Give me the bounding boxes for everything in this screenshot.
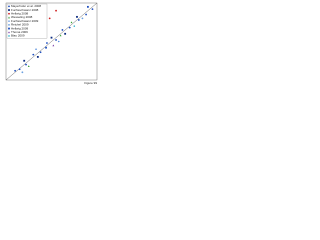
legend-label: Wesseling 2008 [11,15,33,19]
point [50,36,53,39]
legend-marker [8,9,10,11]
point [52,44,55,47]
legend-label: Thoma 2009 [11,30,28,34]
identity-line [5,2,98,81]
legend-marker [8,27,10,30]
point [55,39,57,41]
point [45,46,47,49]
point [59,34,62,37]
point [91,8,94,11]
point [68,26,71,29]
point [76,15,78,18]
point [57,40,60,43]
chart: Figure 99 Mayerhofer et al. 2008Fuchssch… [5,2,98,85]
point [70,21,73,24]
legend-label: Fuchsschwanz 2008 [11,8,39,12]
point [25,63,27,66]
legend-marker [8,5,10,8]
page: {"chart_data": {"type": "scatter", "capt… [0,0,320,86]
point [61,29,64,31]
point [23,59,26,62]
point [46,42,48,44]
point [81,17,84,20]
point [87,5,89,8]
legend-marker [8,31,10,34]
legend-marker [8,16,10,19]
point [18,68,21,71]
legend-label: Blau 2009 [11,34,25,38]
point [55,9,57,12]
point [27,65,30,68]
point [36,56,39,58]
legend-marker [8,35,10,37]
point [85,13,87,16]
point [48,17,51,20]
legend-marker [8,12,10,15]
legend-label: Mayerhofer et al. 2008 [11,4,41,8]
caption: Figure 99 [84,81,97,85]
legend-label: Hellwig 2008 [11,12,29,16]
point [14,69,16,72]
legend-box [6,3,48,39]
point [32,53,35,56]
point [21,71,24,74]
plot-frame [5,2,98,81]
legend-label: Reichel 2009 [11,23,29,27]
point [73,25,76,27]
point [35,48,37,51]
legend-marker [8,23,10,26]
legend-marker [8,20,10,23]
point [39,51,42,54]
point [64,32,67,35]
legend-label: Hellwig 2009 [11,26,29,30]
legend-label: Fuchsschwanz 2009 [11,19,39,23]
point [77,19,80,21]
